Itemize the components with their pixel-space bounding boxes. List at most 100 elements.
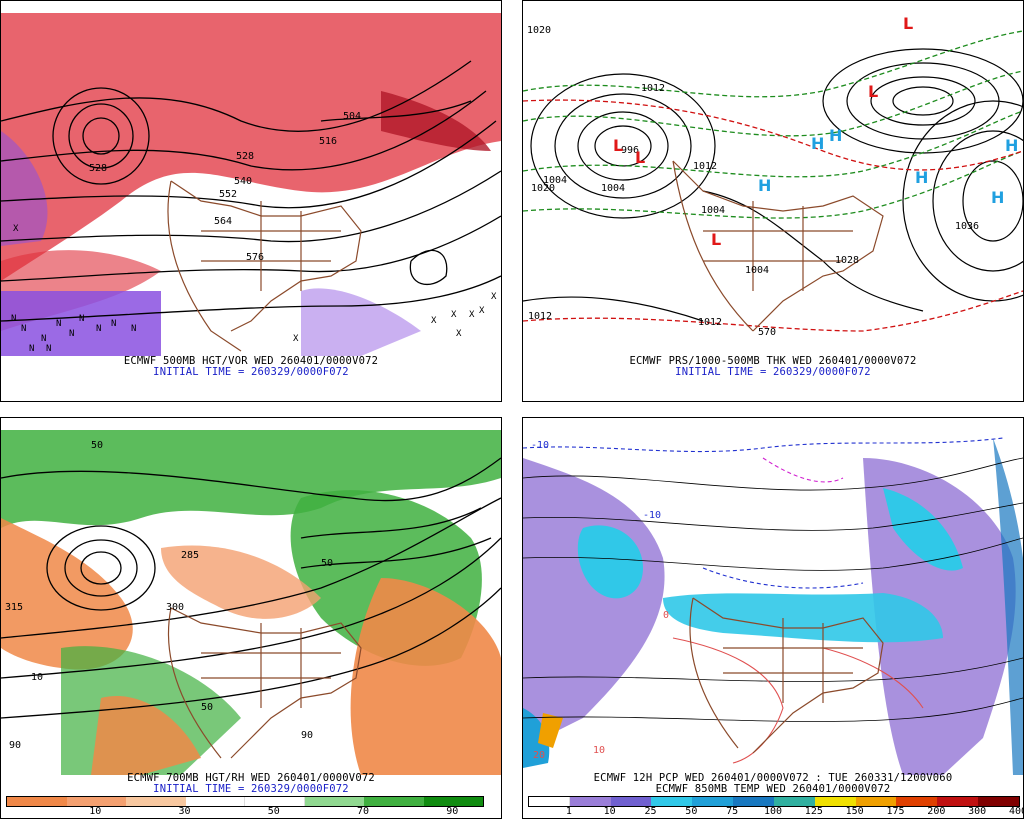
legend-tick-label: 125 xyxy=(804,806,823,817)
legend-tick-label: 10 xyxy=(89,806,102,817)
contour-label: 576 xyxy=(246,252,264,263)
low-marker: L xyxy=(868,82,878,101)
legend-swatch xyxy=(651,797,693,806)
initial-time: INITIAL TIME = 260329/0000F072 xyxy=(675,366,871,378)
rh-label: 10 xyxy=(31,672,43,683)
legend-swatch xyxy=(896,797,938,806)
contour-label: 300 xyxy=(166,602,184,613)
legend-swatch xyxy=(855,797,897,806)
vort-min-marker: N xyxy=(111,319,116,329)
legend-tick-label: 1 xyxy=(565,806,572,817)
contour-label: 516 xyxy=(319,136,337,147)
isobar-label: 1004 xyxy=(701,205,725,216)
legend-swatch xyxy=(7,797,67,806)
vort-max-marker: X xyxy=(451,310,457,320)
legend-tick-label: 175 xyxy=(886,806,905,817)
vort-max-marker: X xyxy=(13,224,19,234)
legend-swatch xyxy=(185,797,245,806)
vort-max-marker: X xyxy=(469,310,475,320)
isobar-label: 1028 xyxy=(835,255,859,266)
vort-min-marker: N xyxy=(21,324,26,334)
legend-tick-label: 200 xyxy=(927,806,946,817)
rh-label: 50 xyxy=(91,440,103,451)
vort-min-marker: N xyxy=(11,314,16,324)
initial-time: INITIAL TIME = 260329/0000F072 xyxy=(153,783,349,795)
legend-swatch xyxy=(126,797,186,806)
legend-swatch xyxy=(692,797,734,806)
high-marker: H xyxy=(1005,136,1018,155)
vort-min-marker: N xyxy=(41,334,46,344)
legend-tick-label: 100 xyxy=(763,806,783,817)
legend-swatch xyxy=(245,797,305,806)
contour-label: 504 xyxy=(343,111,361,122)
high-marker: H xyxy=(758,176,771,195)
vort-min-marker: N xyxy=(56,319,61,329)
contour-label: 552 xyxy=(219,189,237,200)
isobar-label: 1012 xyxy=(693,161,717,172)
rh-color-legend xyxy=(6,796,484,807)
low-marker: L xyxy=(613,136,623,155)
rh-label: 90 xyxy=(301,730,313,741)
isobar-label: 1020 xyxy=(531,183,555,194)
vort-max-marker: X xyxy=(491,292,497,302)
high-marker: H xyxy=(915,168,928,187)
map-precip-850: -10 -10 0 10 20 xyxy=(523,430,1023,775)
contour-label: 528 xyxy=(236,151,254,162)
temp-label: 10 xyxy=(593,745,605,756)
high-marker: H xyxy=(811,134,824,153)
map-500mb: 504 516 528 540 552 564 576 528 N N N N … xyxy=(1,13,501,356)
high-marker: H xyxy=(991,188,1004,207)
legend-tick-label: 30 xyxy=(178,806,191,817)
legend-swatch xyxy=(423,797,483,806)
panel-precip-850-temp: -10 -10 0 10 20 ECMWF 12H PCP WED 260401… xyxy=(522,417,1024,819)
rh-label: 50 xyxy=(321,558,333,569)
legend-swatch xyxy=(937,797,979,806)
legend-tick-label: 25 xyxy=(644,806,657,817)
vort-max-marker: X xyxy=(479,306,485,316)
panel-caption: ECMWF PRS/1000-500MB THK WED 260401/0000… xyxy=(629,355,917,367)
vort-max-marker: X xyxy=(293,334,299,344)
isobar-label: 1020 xyxy=(527,25,551,36)
low-marker: L xyxy=(635,148,645,167)
low-marker: L xyxy=(711,230,721,249)
isobar-label: 1036 xyxy=(955,221,979,232)
isobar-label: 1004 xyxy=(543,175,567,186)
low-marker: L xyxy=(903,14,913,33)
legend-tick-label: 50 xyxy=(685,806,698,817)
contour-label: 540 xyxy=(234,176,252,187)
rh-label: 90 xyxy=(9,740,21,751)
map-700mb: 285 315 300 50 50 90 10 90 50 xyxy=(1,430,501,775)
vort-min-marker: N xyxy=(29,344,34,354)
thickness-label: 570 xyxy=(758,327,776,338)
vort-min-marker: N xyxy=(69,329,74,339)
panel-caption: ECMWF 700MB HGT/RH WED 260401/0000V072 xyxy=(127,772,375,784)
legend-tick-label: 300 xyxy=(968,806,987,817)
legend-swatch xyxy=(304,797,364,806)
temp-label: -10 xyxy=(531,440,549,451)
legend-swatch xyxy=(814,797,856,806)
temp-label: 0 xyxy=(663,610,669,621)
legend-swatch xyxy=(529,797,570,806)
precip-color-legend xyxy=(528,796,1020,807)
temp-label: 20 xyxy=(533,750,545,761)
contour-label: 564 xyxy=(214,216,232,227)
vort-min-marker: N xyxy=(46,344,51,354)
contour-label: 285 xyxy=(181,550,199,561)
legend-swatch xyxy=(978,797,1019,806)
legend-tick-label: 400 xyxy=(1008,806,1023,817)
panel-caption: ECMWF 12H PCP WED 260401/0000V072 : TUE … xyxy=(593,772,953,784)
legend-tick-label: 50 xyxy=(267,806,280,817)
initial-time: INITIAL TIME = 260329/0000F072 xyxy=(153,366,349,378)
isobar-label: 1012 xyxy=(698,317,722,328)
map-pressure-thickness: 1020 1004 1020 1004 996 1012 1012 1004 1… xyxy=(523,14,1023,338)
panel-prs-thickness: 1020 1004 1020 1004 996 1012 1012 1004 1… xyxy=(522,0,1024,402)
panel-500mb-hgt-vor: 504 516 528 540 552 564 576 528 N N N N … xyxy=(0,0,502,402)
panel-caption: ECMWF 500MB HGT/VOR WED 260401/0000V072 xyxy=(123,355,379,367)
legend-tick-label: 90 xyxy=(446,806,459,817)
panel-700mb-hgt-rh: 285 315 300 50 50 90 10 90 50 ECMWF 700M… xyxy=(0,417,502,819)
rh-label: 50 xyxy=(201,702,213,713)
legend-swatch xyxy=(66,797,126,806)
high-marker: H xyxy=(829,126,842,145)
vort-max-marker: X xyxy=(431,316,437,326)
isobar-label: 1012 xyxy=(641,83,665,94)
